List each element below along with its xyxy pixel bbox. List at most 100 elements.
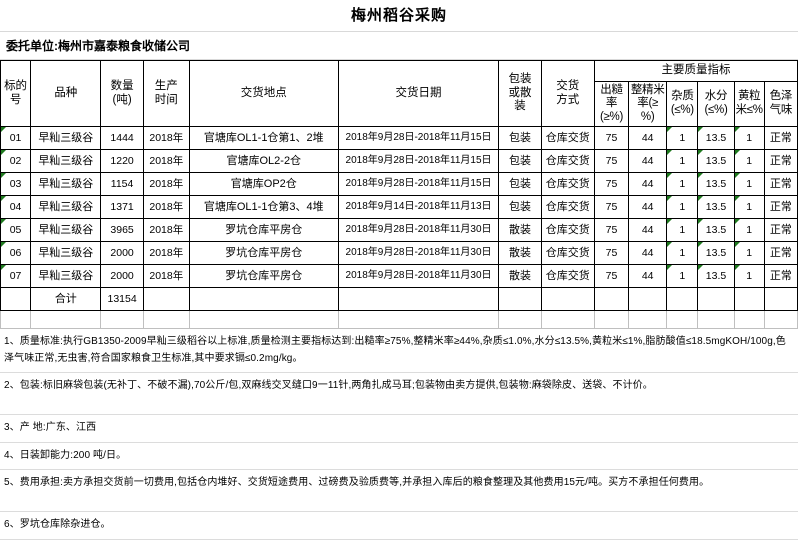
cell-q-color-odor: 正常: [763, 195, 798, 219]
cell-production: 2018年: [142, 241, 190, 265]
th-production-time: 生产 时间: [142, 60, 190, 127]
cell-production: 2018年: [142, 264, 190, 288]
cell-delivery-mode: 仓库交货: [540, 195, 595, 219]
cell-q-impurity: 1: [666, 172, 699, 196]
blank-cell: [30, 310, 102, 329]
total-quantity: 13154: [100, 287, 144, 311]
cell-quantity: 1371: [100, 195, 144, 219]
cell-q-moisture: 13.5: [697, 149, 735, 173]
cell-q-color-odor: 正常: [763, 241, 798, 265]
cell-delivery-place: 罗坑仓库平房仓: [188, 218, 339, 242]
cell-production: 2018年: [142, 218, 190, 242]
cell-q-yellow-rice: 1: [733, 241, 765, 265]
cell-lot-no: 05: [0, 218, 32, 242]
cell-quantity: 2000: [100, 264, 144, 288]
th-variety: 品种: [30, 60, 102, 127]
cell-quantity: 1154: [100, 172, 144, 196]
blank-cell: [337, 310, 500, 329]
cell-q-head-rice: 44: [628, 149, 668, 173]
total-blank-cell: [763, 287, 798, 311]
total-blank-cell: [188, 287, 339, 311]
cell-delivery-date: 2018年9月28日-2018年11月30日: [337, 218, 500, 242]
entrust-unit-label: 委托单位:: [6, 39, 58, 53]
cell-packing: 散装: [498, 218, 542, 242]
note-item: 4、日装卸能力:200 吨/日。: [0, 443, 798, 470]
blank-cell: [763, 310, 798, 329]
th-q-yellow-rice: 黄粒 米≤%: [733, 81, 765, 127]
table-row: 01 早籼三级谷 1444 2018年 官塘库OL1-1仓第1、2堆 2018年9月28日…: [0, 126, 798, 150]
cell-q-color-odor: 正常: [763, 126, 798, 150]
cell-q-color-odor: 正常: [763, 172, 798, 196]
cell-delivery-place: 官塘库OL1-1仓第1、2堆: [188, 126, 339, 150]
cell-delivery-mode: 仓库交货: [540, 149, 595, 173]
cell-q-head-rice: 44: [628, 172, 668, 196]
cell-q-head-rice: 44: [628, 264, 668, 288]
total-blank-cell: [733, 287, 765, 311]
cell-q-impurity: 1: [666, 126, 699, 150]
entrust-unit-row: 委托单位: 梅州市嘉泰粮食收储公司: [0, 32, 798, 60]
cell-delivery-place: 官塘库OL1-1仓第3、4堆: [188, 195, 339, 219]
cell-packing: 包装: [498, 172, 542, 196]
blank-cell: [100, 310, 144, 329]
cell-q-impurity: 1: [666, 264, 699, 288]
cell-q-yellow-rice: 1: [733, 264, 765, 288]
cell-q-moisture: 13.5: [697, 195, 735, 219]
note-item: 3、产 地:广东、江西: [0, 415, 798, 443]
table-row: 07 早籼三级谷 2000 2018年 罗坑仓库平房仓 2018年9月28日-2018年1…: [0, 264, 798, 288]
cell-q-yellow-rice: 1: [733, 172, 765, 196]
th-q-head-rice: 整精米 率(≥ %): [628, 81, 668, 127]
th-delivery-place: 交货地点: [188, 60, 339, 127]
cell-q-color-odor: 正常: [763, 218, 798, 242]
th-quantity: 数量 (吨): [100, 60, 144, 127]
notes-section: 1、质量标准:执行GB1350-2009早籼三级稻谷以上标准,质量检测主要指标达…: [0, 329, 798, 540]
cell-delivery-mode: 仓库交货: [540, 172, 595, 196]
title-divider: [0, 31, 798, 32]
th-packing: 包装 或散 装: [498, 60, 542, 127]
cell-packing: 包装: [498, 126, 542, 150]
table-header-row-1: 标的号 品种 数量 (吨) 生产 时间 交货地点 交货日期 包装 或散 装 交货…: [0, 60, 798, 127]
cell-variety: 早籼三级谷: [30, 218, 102, 242]
table-body: 01 早籼三级谷 1444 2018年 官塘库OL1-1仓第1、2堆 2018年9月28日…: [0, 126, 798, 329]
cell-quantity: 2000: [100, 241, 144, 265]
cell-variety: 早籼三级谷: [30, 241, 102, 265]
cell-q-impurity: 1: [666, 195, 699, 219]
cell-delivery-date: 2018年9月14日-2018年11月13日: [337, 195, 500, 219]
th-delivery-mode: 交货 方式: [540, 60, 595, 127]
th-lot-no: 标的号: [0, 60, 32, 127]
cell-delivery-mode: 仓库交货: [540, 264, 595, 288]
cell-q-impurity: 1: [666, 149, 699, 173]
cell-lot-no: 03: [0, 172, 32, 196]
blank-cell: [666, 310, 699, 329]
cell-production: 2018年: [142, 172, 190, 196]
cell-variety: 早籼三级谷: [30, 126, 102, 150]
cell-production: 2018年: [142, 126, 190, 150]
cell-quantity: 3965: [100, 218, 144, 242]
table-row: 06 早籼三级谷 2000 2018年 罗坑仓库平房仓 2018年9月28日-2018年1…: [0, 241, 798, 265]
page-title: 梅州稻谷采购: [350, 7, 447, 24]
cell-q-head-rice: 44: [628, 195, 668, 219]
blank-cell: [142, 310, 190, 329]
cell-quantity: 1220: [100, 149, 144, 173]
cell-q-brown-rice: 75: [593, 264, 630, 288]
cell-q-moisture: 13.5: [697, 241, 735, 265]
procurement-table: 标的号 品种 数量 (吨) 生产 时间 交货地点 交货日期 包装 或散 装 交货…: [0, 60, 798, 329]
total-blank-cell: [593, 287, 630, 311]
cell-variety: 早籼三级谷: [30, 195, 102, 219]
th-q-impurity: 杂质 (≤%): [666, 81, 699, 127]
blank-cell: [498, 310, 542, 329]
cell-q-head-rice: 44: [628, 241, 668, 265]
cell-q-brown-rice: 75: [593, 149, 630, 173]
cell-q-yellow-rice: 1: [733, 149, 765, 173]
cell-packing: 散装: [498, 264, 542, 288]
table-row: 02 早籼三级谷 1220 2018年 官塘库OL2-2仓 2018年9月28日-2018…: [0, 149, 798, 173]
cell-delivery-place: 官塘库OP2仓: [188, 172, 339, 196]
th-delivery-date: 交货日期: [337, 60, 500, 127]
cell-q-brown-rice: 75: [593, 195, 630, 219]
cell-q-brown-rice: 75: [593, 126, 630, 150]
cell-delivery-date: 2018年9月28日-2018年11月30日: [337, 264, 500, 288]
cell-q-moisture: 13.5: [697, 126, 735, 150]
table-row: 03 早籼三级谷 1154 2018年 官塘库OP2仓 2018年9月28日-2018年1…: [0, 172, 798, 196]
note-item: 6、罗坑仓库除杂进仓。: [0, 512, 798, 540]
entrust-unit-value: 梅州市嘉泰粮食收储公司: [58, 39, 191, 53]
cell-delivery-date: 2018年9月28日-2018年11月15日: [337, 172, 500, 196]
